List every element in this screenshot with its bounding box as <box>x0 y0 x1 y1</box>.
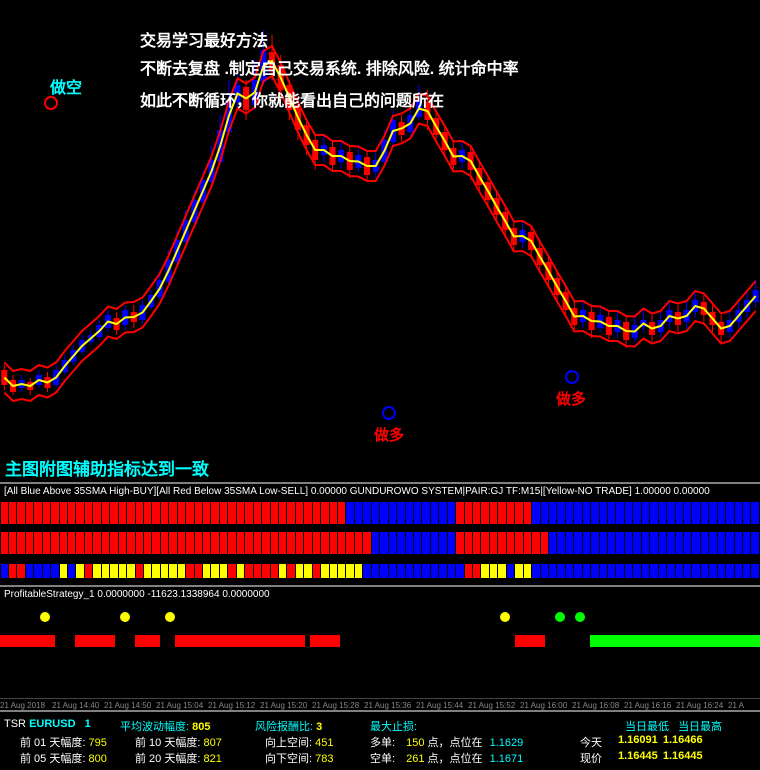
down-space: 783 <box>315 753 333 765</box>
long-marker-2 <box>565 370 579 384</box>
pair-symbol: EURUSD <box>29 718 75 730</box>
strategy-strips <box>0 635 760 651</box>
long-order-label: 多单: <box>370 737 395 749</box>
short-order-label: 空单: <box>370 753 395 765</box>
indicator2-text: ProfitableStrategy_1 0.0000000 -11623.13… <box>4 589 270 600</box>
day-low-label: 当日最低 <box>625 721 669 733</box>
bar-row-3 <box>0 564 760 578</box>
up-space: 451 <box>315 737 333 749</box>
avg-range: 805 <box>192 721 210 733</box>
risk-label: 风险报酬比: <box>255 721 313 733</box>
info-panel: TSR EURUSD 1 平均波动幅度: 805 前 01 天幅度: 795 前… <box>0 710 760 770</box>
max-stop-label: 最大止损: <box>370 721 417 733</box>
main-chart[interactable]: 交易学习最好方法 不断去复盘 .制定自己交易系统. 排除风险. 统计命中率 如此… <box>0 0 760 480</box>
now-label: 现价 <box>580 753 602 765</box>
now-high: 1.16445 <box>663 750 703 762</box>
now-low: 1.16445 <box>618 750 658 762</box>
note-label: 主图附图辅助指标达到一致 <box>5 455 209 480</box>
prev05-label: 前 05 天幅度: <box>20 753 85 765</box>
prev01: 795 <box>88 737 106 749</box>
prev10: 807 <box>203 737 221 749</box>
indicator-panel-2[interactable]: ProfitableStrategy_1 0.0000000 -11623.13… <box>0 585 760 635</box>
title-line3: 如此不断循环，你就能看出自己的问题所在 <box>140 90 444 114</box>
long-price: 1.1629 <box>486 737 524 749</box>
long-label-1: 做多 <box>374 424 404 445</box>
up-space-label: 向上空间: <box>265 737 312 749</box>
prev10-label: 前 10 天幅度: <box>135 737 200 749</box>
down-space-label: 向下空间: <box>265 753 312 765</box>
day-high-label: 当日最高 <box>678 721 722 733</box>
long-pts: 150 <box>398 737 424 749</box>
long-label-2: 做多 <box>556 388 586 409</box>
title-line2: 不断去复盘 .制定自己交易系统. 排除风险. 统计命中率 <box>140 58 519 82</box>
short-pts: 261 <box>398 753 424 765</box>
today-label: 今天 <box>580 737 602 749</box>
long-suffix: 点，点位在 <box>428 737 483 749</box>
short-label: 做空 <box>50 74 82 98</box>
risk: 3 <box>316 721 322 733</box>
prev20: 821 <box>203 753 221 765</box>
indicator1-text: [All Blue Above 35SMA High-BUY][All Red … <box>4 486 710 497</box>
tsr-label: TSR <box>4 718 26 730</box>
indicator-panel-1[interactable]: [All Blue Above 35SMA High-BUY][All Red … <box>0 482 760 580</box>
bar-row-1 <box>0 502 760 524</box>
short-marker <box>44 96 58 110</box>
avg-range-label: 平均波动幅度: <box>120 721 189 733</box>
bar-row-2 <box>0 532 760 554</box>
short-suffix: 点，点位在 <box>428 753 483 765</box>
prev20-label: 前 20 天幅度: <box>135 753 200 765</box>
prev05: 800 <box>88 753 106 765</box>
bottom-section <box>0 635 760 697</box>
short-price: 1.1671 <box>486 753 524 765</box>
day-high: 1.16466 <box>663 734 703 746</box>
day-low: 1.16091 <box>618 734 658 746</box>
timeframe: 1 <box>85 718 91 730</box>
prev01-label: 前 01 天幅度: <box>20 737 85 749</box>
long-marker-1 <box>382 406 396 420</box>
title-line1: 交易学习最好方法 <box>140 30 268 54</box>
time-axis: 21 Aug 201821 Aug 14:4021 Aug 14:5021 Au… <box>0 698 760 710</box>
